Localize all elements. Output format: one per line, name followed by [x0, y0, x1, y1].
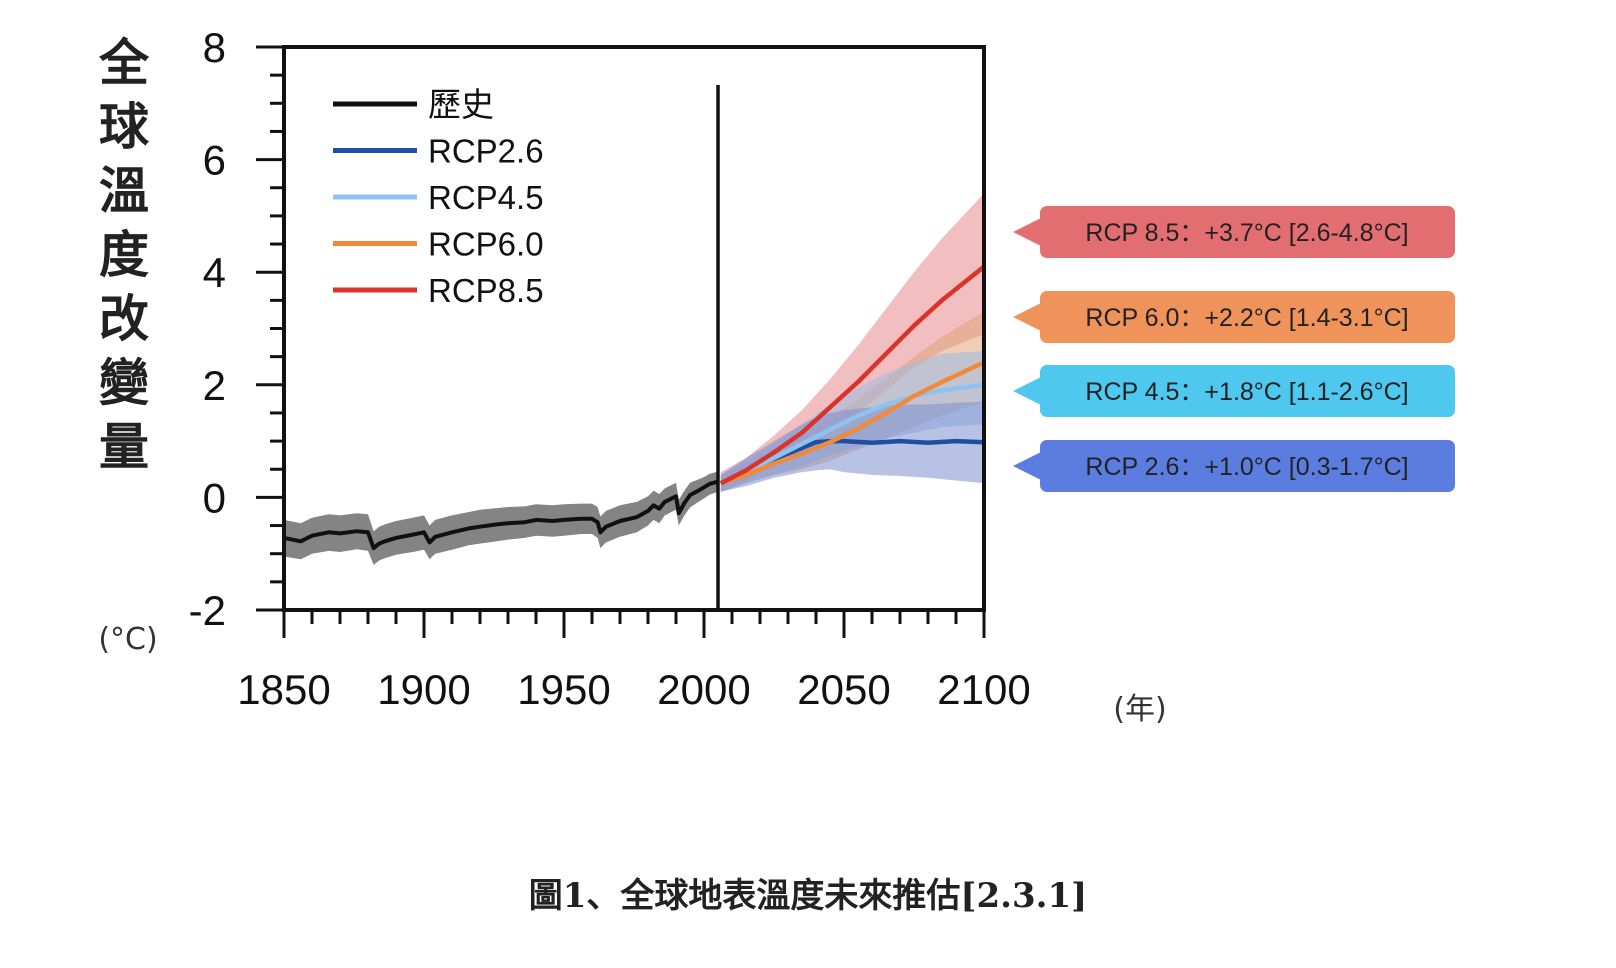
callout-label: RCP 6.0：+2.2°C [1.4-3.1°C]	[1085, 304, 1408, 332]
line-rcp45	[719, 382, 985, 486]
legend-label-rcp45: RCP4.5	[428, 179, 544, 216]
callout-1: RCP 6.0：+2.2°C [1.4-3.1°C]	[1013, 291, 1455, 343]
callout-box	[1040, 365, 1455, 417]
legend: 歷史 RCP2.6 RCP4.5 RCP6.0 RCP8.5	[333, 86, 544, 309]
y-tick-label: -2	[189, 587, 226, 634]
x-tick-label: 2100	[937, 666, 1030, 713]
y-title-char: 溫	[99, 162, 149, 220]
callout-3: RCP 2.6：+1.0°C [0.3-1.7°C]	[1013, 440, 1455, 492]
line-歷史	[283, 479, 719, 551]
x-unit-label: (年)	[1113, 692, 1166, 727]
callout-label: RCP 8.5：+3.7°C [2.6-4.8°C]	[1085, 219, 1408, 247]
y-tick-label: 8	[203, 24, 226, 71]
callout-0: RCP 8.5：+3.7°C [2.6-4.8°C]	[1013, 206, 1455, 258]
band-歷史	[284, 471, 718, 565]
callout-box	[1040, 206, 1455, 258]
legend-label-rcp85: RCP8.5	[428, 272, 544, 309]
y-tick-label: 0	[203, 474, 226, 521]
callout-label: RCP 4.5：+1.8°C [1.1-2.6°C]	[1085, 378, 1408, 406]
line-rcp85	[719, 264, 986, 486]
legend-label-rcp60: RCP6.0	[428, 226, 544, 263]
uncertainty-bands	[284, 193, 984, 565]
y-title-char: 改	[99, 290, 149, 348]
series-lines	[283, 264, 986, 551]
band-rcp85	[720, 193, 984, 492]
callout-label: RCP 2.6：+1.0°C [0.3-1.7°C]	[1085, 453, 1408, 481]
y-unit-label: (°C)	[98, 622, 157, 657]
x-tick-label: 1950	[517, 666, 610, 713]
y-tick-label: 4	[203, 249, 226, 296]
x-tick-label: 1850	[237, 666, 330, 713]
y-tick-label: 6	[203, 137, 226, 184]
y-title-char: 度	[99, 226, 149, 284]
callout-2: RCP 4.5：+1.8°C [1.1-2.6°C]	[1013, 365, 1455, 417]
figure-caption: 圖1、全球地表溫度未來推估[2.3.1]	[528, 876, 1088, 916]
rcp-callouts: RCP 8.5：+3.7°C [2.6-4.8°C] RCP 6.0：+2.2°C…	[1013, 206, 1455, 492]
x-tick-label: 1900	[377, 666, 470, 713]
y-title-char: 全	[98, 34, 150, 92]
legend-label-rcp26: RCP2.6	[428, 133, 544, 170]
x-tick-label: 2000	[657, 666, 750, 713]
y-title-char: 量	[99, 418, 149, 476]
legend-label-歷史: 歷史	[428, 86, 494, 123]
y-title-char: 球	[99, 98, 150, 156]
callout-box	[1040, 291, 1455, 343]
callout-pointer	[1013, 375, 1045, 407]
callout-box	[1040, 440, 1455, 492]
band-rcp26	[720, 401, 984, 492]
callout-pointer	[1013, 450, 1045, 482]
y-title-char: 變	[99, 354, 149, 412]
x-tick-label: 2050	[797, 666, 890, 713]
y-tick-label: 2	[203, 362, 226, 409]
axes: -2 0 2 4 6 8 1850 1900 1950 2000 2050 2100	[189, 24, 1031, 713]
callout-pointer	[1013, 301, 1045, 333]
callout-pointer	[1013, 216, 1045, 248]
line-rcp60	[720, 360, 985, 486]
